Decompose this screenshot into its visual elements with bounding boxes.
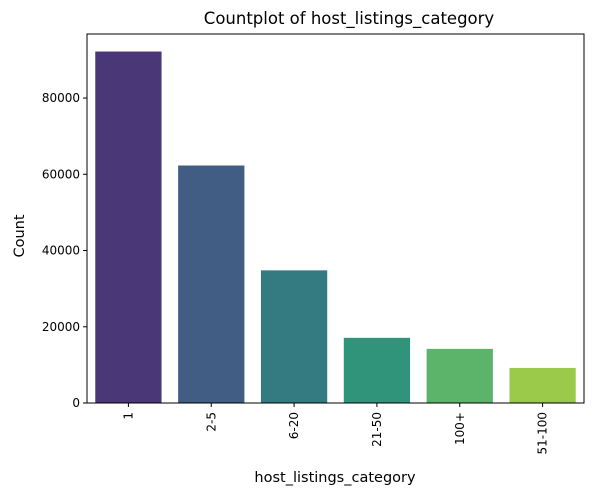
bar-100+ [426,348,493,403]
x-axis-ticks: 1 2-5 6-20 21-50 100+ 51-100 [121,403,550,455]
bars-layer [95,51,576,403]
y-tick-label: 80000 [42,91,80,105]
bar-1 [95,51,162,403]
y-tick-label: 20000 [42,320,80,334]
chart-title: Countplot of host_listings_category [204,9,495,29]
x-tick-label: 100+ [453,412,467,445]
bar-2-5 [178,165,245,403]
x-tick-label: 1 [121,412,135,420]
y-axis-label: Count [12,214,28,257]
x-axis-label: host_listings_category [254,470,416,486]
x-tick-label: 51-100 [536,412,550,455]
plot-frame [86,33,585,404]
bar-6-20 [260,270,328,403]
y-tick-label: 40000 [42,244,80,258]
y-tick-label: 60000 [42,167,80,181]
x-tick-label: 6-20 [287,412,301,439]
y-tick-label: 0 [72,396,80,410]
x-tick-label: 2-5 [204,412,218,432]
bar-51-100 [509,367,576,403]
bar-21-50 [343,337,411,403]
y-axis-ticks: 0 20000 40000 60000 80000 [42,91,87,410]
x-tick-label: 21-50 [370,412,384,447]
